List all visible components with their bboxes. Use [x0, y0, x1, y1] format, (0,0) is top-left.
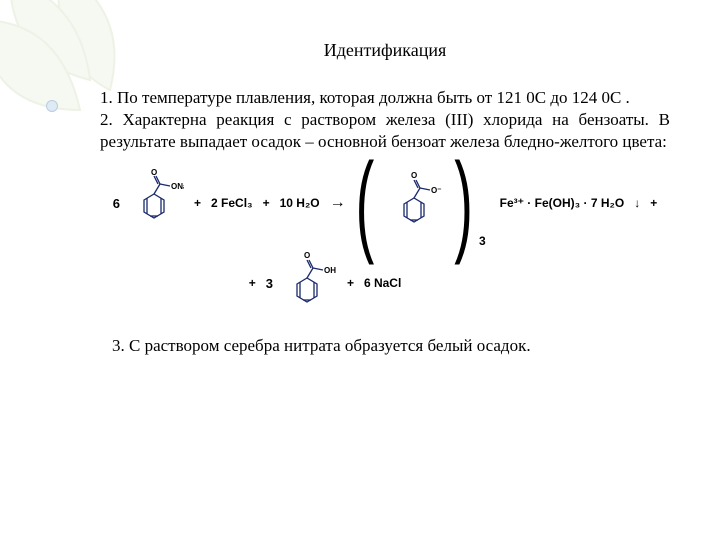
svg-text:O⁻: O⁻	[431, 186, 441, 195]
reaction-scheme: 6 O ONa + 2 FeCl₃ + 10 H₂O	[100, 168, 670, 318]
fecl3-term: 2 FeCl₃	[211, 196, 253, 210]
page-title: Идентификация	[100, 40, 670, 61]
arrow-icon: →	[330, 194, 346, 212]
reaction-row-1: 6 O ONa + 2 FeCl₃ + 10 H₂O	[113, 168, 657, 238]
nacl-term: 6 NaCl	[364, 276, 401, 290]
coef-benzoate: 6	[113, 196, 120, 211]
product-right-term: Fe³⁺ · Fe(OH)₃ · 7 H₂O	[500, 196, 625, 210]
reaction-row-2: + 3 O OH + 6 NaCl	[249, 248, 402, 318]
sodium-benzoate-structure: O ONa	[124, 168, 184, 238]
plus-3: +	[650, 196, 657, 210]
svg-text:O: O	[151, 168, 157, 177]
paragraph-1: 1. По температуре плавления, которая дол…	[100, 87, 670, 109]
plus-2: +	[263, 196, 270, 210]
benzoic-acid-structure: O OH	[277, 248, 337, 318]
bg-circle-deco	[46, 100, 58, 112]
bracket-left-icon: (	[356, 147, 375, 259]
plus-4: +	[249, 276, 256, 290]
paragraph-2: 2. Характерна реакция с раствором железа…	[100, 109, 670, 153]
coef-acid: 3	[266, 276, 273, 291]
svg-text:OH: OH	[324, 266, 336, 275]
page-content: Идентификация 1. По температуре плавлени…	[100, 40, 670, 356]
down-arrow-icon: ↓	[634, 196, 640, 210]
svg-text:O: O	[411, 171, 417, 180]
paragraph-3: 3. С раствором серебра нитрата образуетс…	[100, 336, 670, 356]
h2o-left-term: 10 H₂O	[280, 196, 320, 210]
plus-1: +	[194, 196, 201, 210]
bracket-right-icon: )	[454, 147, 473, 259]
benzoate-anion-structure: O O⁻	[384, 168, 444, 238]
svg-text:ONa: ONa	[171, 182, 184, 191]
bracket-subscript: 3	[479, 234, 486, 248]
plus-5: +	[347, 276, 354, 290]
svg-text:O: O	[304, 251, 310, 260]
